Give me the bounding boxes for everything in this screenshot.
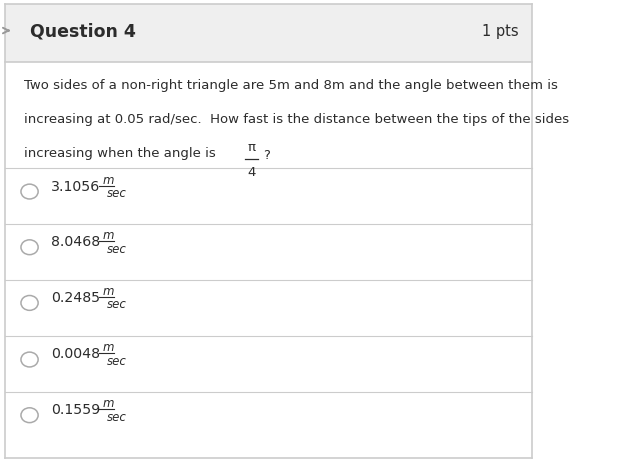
Text: Two sides of a non-right triangle are 5m and 8m and the angle between them is: Two sides of a non-right triangle are 5m… bbox=[24, 79, 558, 92]
Text: ?: ? bbox=[263, 149, 270, 162]
Text: sec: sec bbox=[106, 410, 126, 423]
Text: 8.0468: 8.0468 bbox=[51, 235, 100, 249]
Text: 0.0048: 0.0048 bbox=[51, 347, 100, 361]
Text: 0.1559: 0.1559 bbox=[51, 402, 100, 416]
Text: 3.1056: 3.1056 bbox=[51, 179, 100, 193]
Text: increasing at 0.05 rad/sec.  How fast is the distance between the tips of the si: increasing at 0.05 rad/sec. How fast is … bbox=[24, 113, 569, 125]
Text: sec: sec bbox=[106, 187, 126, 200]
Text: increasing when the angle is: increasing when the angle is bbox=[24, 146, 216, 159]
Text: Question 4: Question 4 bbox=[30, 23, 136, 40]
Text: sec: sec bbox=[106, 242, 126, 255]
Text: π: π bbox=[248, 140, 256, 153]
Text: sec: sec bbox=[106, 298, 126, 311]
Text: 1 pts: 1 pts bbox=[482, 24, 518, 39]
Text: m: m bbox=[102, 173, 114, 186]
Text: 4: 4 bbox=[247, 165, 256, 178]
Text: m: m bbox=[102, 284, 114, 297]
Bar bbox=[6, 5, 532, 63]
Text: m: m bbox=[102, 341, 114, 354]
Text: sec: sec bbox=[106, 354, 126, 367]
Text: m: m bbox=[102, 396, 114, 409]
Text: 0.2485: 0.2485 bbox=[51, 290, 100, 304]
Text: m: m bbox=[102, 229, 114, 242]
